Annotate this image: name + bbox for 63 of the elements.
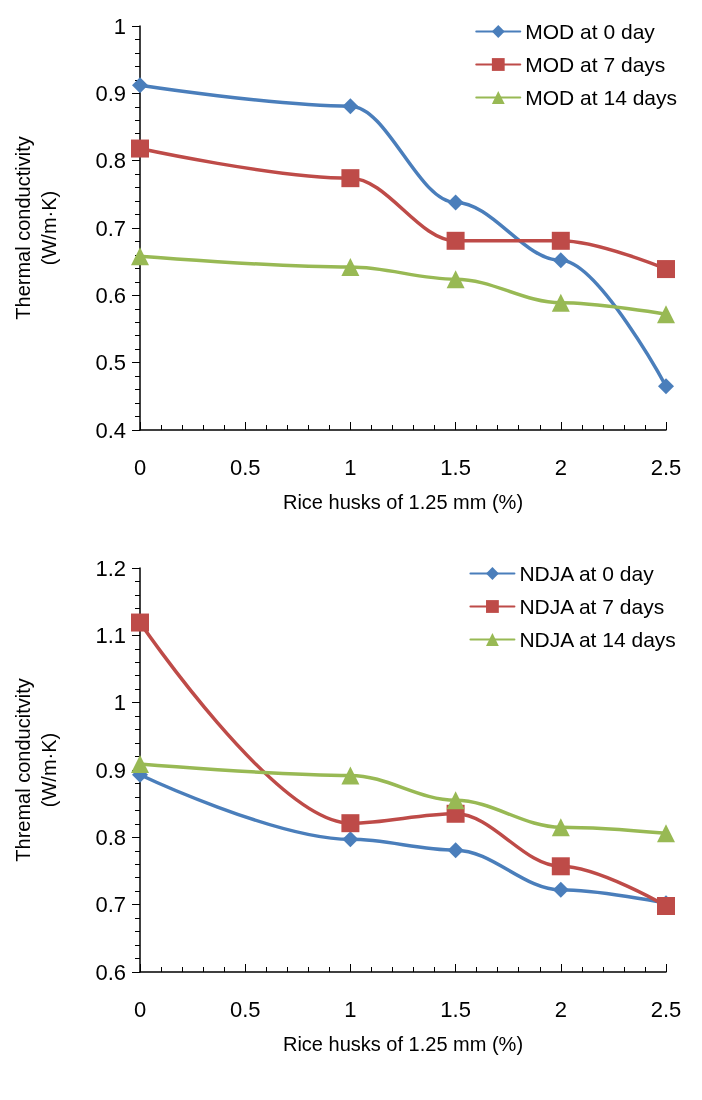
y-tick-label: 0.4 bbox=[95, 417, 126, 443]
x-tick-label: 1.5 bbox=[440, 996, 471, 1022]
legend-label: MOD at 14 days bbox=[525, 86, 678, 109]
point bbox=[552, 252, 569, 269]
point bbox=[552, 881, 569, 898]
point bbox=[341, 258, 360, 277]
y-tick-label: 1 bbox=[113, 13, 126, 39]
point bbox=[447, 194, 464, 211]
y-axis-title: Thermal conductivity (W/m·K) bbox=[12, 136, 60, 320]
point bbox=[657, 260, 675, 279]
point bbox=[446, 791, 465, 810]
y-tick-label: 0.6 bbox=[95, 282, 126, 308]
legend-label: MOD at 7 days bbox=[525, 53, 666, 76]
point bbox=[341, 814, 360, 833]
point bbox=[342, 831, 359, 848]
legend-label: NDJA at 7 days bbox=[519, 595, 665, 618]
point bbox=[131, 139, 149, 158]
x-tick-label: 2 bbox=[554, 996, 567, 1022]
y-tick-label: 0.5 bbox=[95, 350, 126, 376]
y-tick-label: 0.9 bbox=[95, 80, 126, 106]
point bbox=[657, 897, 675, 916]
point bbox=[657, 824, 675, 843]
x-tick-label: 0 bbox=[133, 996, 147, 1022]
point bbox=[657, 305, 675, 324]
x-tick-label: 0.5 bbox=[229, 996, 261, 1022]
point bbox=[131, 754, 149, 773]
y-tick-label: 0.7 bbox=[95, 892, 126, 918]
y-tick-label: 0.8 bbox=[95, 824, 126, 850]
point bbox=[131, 247, 149, 266]
y-tick-label: 0.6 bbox=[95, 959, 126, 985]
x-tick-label: 1 bbox=[344, 454, 357, 480]
y-tick-label: 0.8 bbox=[95, 148, 126, 174]
point bbox=[551, 231, 570, 250]
point bbox=[342, 98, 359, 115]
legend-label: MOD at 0 day bbox=[525, 20, 656, 43]
y-tick-label: 0.9 bbox=[95, 757, 126, 783]
x-tick-label: 2 bbox=[554, 454, 567, 480]
legend-label: NDJA at 14 days bbox=[519, 628, 676, 651]
point bbox=[551, 293, 570, 312]
point bbox=[551, 818, 570, 837]
x-tick-label: 1 bbox=[344, 996, 357, 1022]
x-tick-label: 2.5 bbox=[650, 996, 682, 1022]
y-tick-label: 1.1 bbox=[95, 622, 126, 648]
point bbox=[132, 77, 148, 94]
point bbox=[341, 169, 360, 188]
point bbox=[658, 378, 674, 395]
x-axis-title: Rice husks of 1.25 mm (%) bbox=[282, 1033, 524, 1055]
point bbox=[446, 270, 465, 289]
y-axis-title: Thremal conducitvity (W/m·K) bbox=[12, 678, 60, 862]
point bbox=[341, 766, 360, 785]
point bbox=[131, 613, 149, 632]
point bbox=[551, 857, 570, 876]
x-tick-label: 0 bbox=[133, 454, 147, 480]
x-axis-title: Rice husks of 1.25 mm (%) bbox=[282, 491, 524, 513]
x-tick-label: 1.5 bbox=[440, 454, 471, 480]
x-tick-label: 2.5 bbox=[650, 454, 682, 480]
y-tick-label: 1 bbox=[113, 690, 126, 716]
point bbox=[447, 842, 464, 859]
y-tick-label: 0.7 bbox=[95, 215, 126, 241]
point bbox=[446, 231, 465, 250]
y-tick-label: 1.2 bbox=[95, 555, 126, 581]
x-tick-label: 0.5 bbox=[229, 454, 261, 480]
legend-label: NDJA at 0 day bbox=[519, 562, 655, 585]
